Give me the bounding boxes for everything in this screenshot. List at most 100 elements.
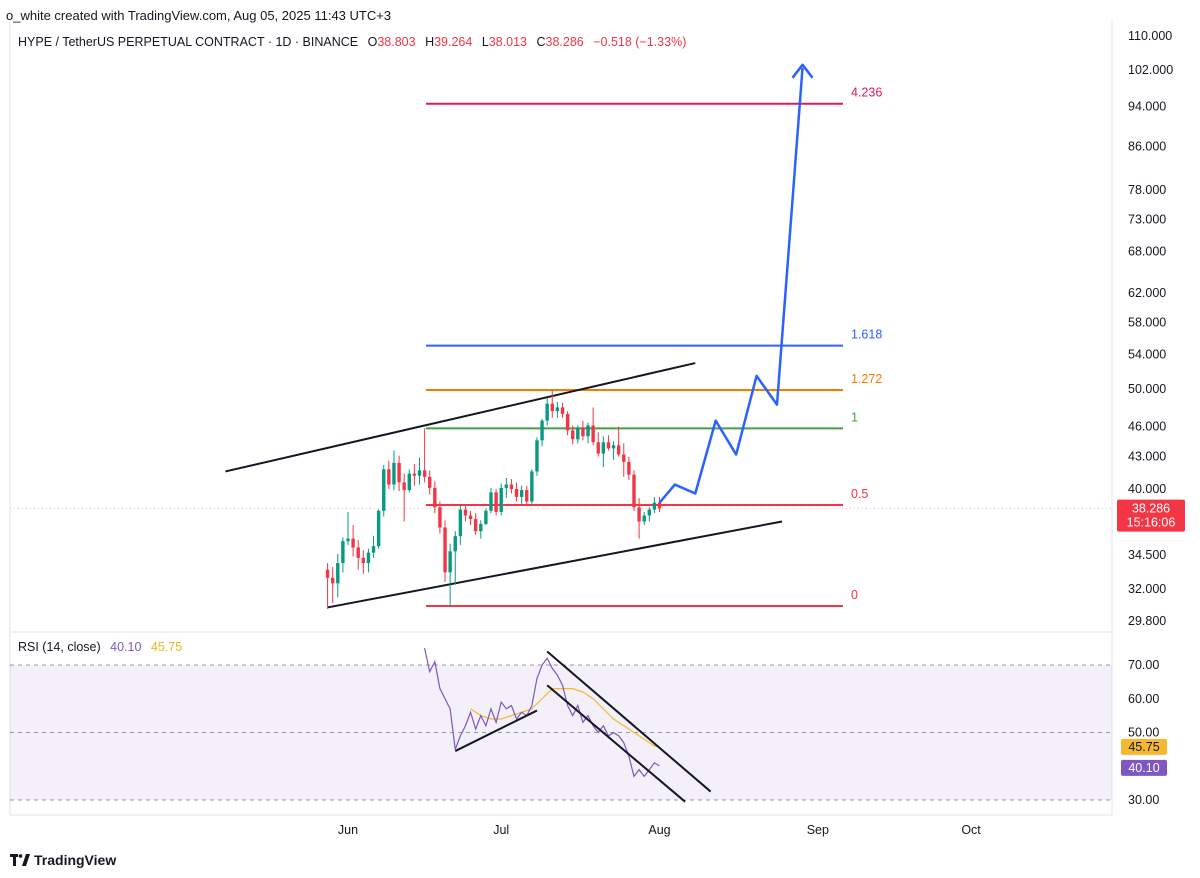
candle-body: [494, 492, 498, 512]
candle-body: [371, 546, 376, 553]
candle-body: [504, 484, 509, 488]
candle-body: [361, 557, 366, 564]
candle-body: [376, 510, 381, 547]
rsi-label: RSI (14, close): [18, 640, 101, 654]
price-channel-upper: [225, 362, 696, 473]
candle-body: [392, 462, 396, 485]
candle-body: [330, 577, 335, 584]
candle-body: [468, 515, 473, 520]
candle-body: [336, 563, 340, 584]
candle-body: [642, 515, 646, 522]
low-label: L: [481, 35, 489, 49]
candle-body: [627, 461, 631, 475]
candle-body: [550, 403, 554, 412]
high-value: 39.264: [434, 35, 473, 49]
candle-body: [422, 470, 427, 477]
candle-body: [647, 509, 652, 516]
candle-body: [545, 403, 549, 421]
rsi-axis-tick: 30.00: [1128, 793, 1159, 807]
close-value: 38.286: [545, 35, 584, 49]
rsi-support: [454, 709, 538, 752]
candle-body: [591, 425, 595, 443]
candle-body: [509, 484, 514, 489]
price-axis-tick: 110.000: [1128, 29, 1172, 43]
candle-body: [514, 489, 519, 497]
candle-body: [397, 462, 401, 483]
attribution-text: o_white created with TradingView.com, Au…: [6, 8, 392, 23]
candle-body: [325, 569, 330, 578]
time-axis-tick: Oct: [961, 823, 981, 837]
countdown-label: 15:16:06: [1127, 516, 1176, 530]
candle-body: [453, 536, 457, 552]
rsi-ma-value: 45.75: [150, 640, 183, 654]
price-axis-tick: 73.000: [1128, 213, 1166, 227]
projection-arrowhead: [791, 63, 814, 79]
candle-body: [586, 425, 590, 437]
candle-body: [652, 502, 657, 510]
candle-body: [596, 442, 600, 454]
price-axis-tick: 62.000: [1128, 286, 1166, 300]
candle-body: [448, 551, 452, 573]
rsi-channel-upper: [546, 650, 712, 793]
candle-body: [417, 470, 422, 476]
fib-level-label: 1: [851, 410, 858, 424]
price-axis-tick: 43.000: [1128, 450, 1166, 464]
candle-body: [606, 442, 611, 449]
open-value: 38.803: [377, 35, 416, 49]
rsi-line: [424, 647, 660, 778]
candle-body: [657, 502, 662, 509]
candle-body: [525, 490, 529, 502]
candle-body: [387, 469, 391, 485]
candle-body: [458, 509, 463, 537]
low-value: 38.013: [488, 35, 527, 49]
candle-body: [571, 430, 575, 440]
projection-path: [658, 67, 804, 504]
candle-body: [346, 538, 350, 542]
candle-body: [463, 509, 468, 516]
rsi-axis-tick: 70.00: [1128, 658, 1159, 672]
fib-level-label: 0.5: [851, 487, 868, 501]
candle-body: [637, 507, 641, 522]
rsi-channel-lower: [546, 684, 686, 803]
candle-body: [555, 407, 560, 412]
fib-level-label: 0: [851, 588, 858, 602]
candle-body: [560, 407, 565, 414]
candle-body: [581, 427, 585, 437]
tradingview-logo-icon: [10, 854, 30, 866]
price-axis-tick: 32.000: [1128, 582, 1166, 596]
rsi-axis-tick: 50.00: [1128, 726, 1159, 740]
candle-body: [499, 487, 503, 512]
time-axis-tick: Jul: [493, 823, 509, 837]
rsi-value: 40.10: [110, 640, 142, 654]
candle-body: [576, 427, 580, 440]
time-axis-tick: Aug: [648, 823, 670, 837]
candle-body: [519, 490, 524, 497]
price-axis-tick: 102.000: [1128, 63, 1173, 77]
candle-body: [616, 445, 621, 455]
candle-body: [601, 442, 606, 454]
candle-body: [632, 474, 636, 508]
price-axis-tick: 54.000: [1128, 348, 1166, 362]
price-axis-tick: 68.000: [1128, 244, 1166, 258]
candle-body: [412, 473, 417, 476]
fib-level-label: 1.272: [851, 372, 882, 386]
symbol-label: HYPE / TetherUS PERPETUAL CONTRACT · 1D …: [18, 35, 359, 49]
candle-body: [540, 420, 544, 441]
candle-body: [382, 469, 386, 511]
price-axis-tick: 86.000: [1128, 139, 1166, 153]
candle-body: [565, 413, 570, 431]
candle-body: [366, 552, 371, 564]
candle-body: [484, 510, 488, 524]
last-price-badge: [1117, 499, 1185, 532]
candle-body: [479, 523, 483, 532]
price-axis-tick: 58.000: [1128, 316, 1166, 330]
rsi-badge: [1121, 759, 1167, 776]
candle-body: [407, 473, 411, 491]
price-axis-tick: 29.800: [1128, 614, 1166, 628]
candle-body: [351, 538, 355, 548]
candle-body: [443, 527, 447, 573]
open-label: O: [367, 35, 378, 49]
close-label: C: [536, 35, 546, 49]
price-axis-tick: 50.000: [1128, 382, 1166, 396]
